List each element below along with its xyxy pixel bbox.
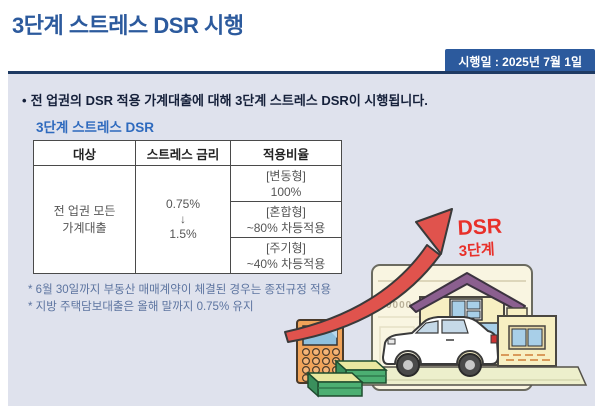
col-header-rate: 스트레스 금리: [135, 140, 231, 166]
ratio-cell-honhap: [혼합형] ~80% 차등적용: [230, 201, 342, 238]
target-line2: 가계대출: [62, 220, 107, 235]
ratio-type: [변동형]: [266, 168, 306, 183]
table-header-row: 대상 스트레스 금리 적용비율: [33, 140, 342, 166]
ratio-value: ~80% 차등적용: [246, 220, 326, 235]
dsr-illustration: 0000-000-0: [284, 208, 588, 398]
table-row: [혼합형] ~80% 차등적용: [34, 201, 342, 238]
trend-arrow-icon: [284, 208, 453, 343]
down-arrow-icon: ↓: [180, 212, 186, 226]
page-title: 3단계 스트레스 DSR 시행: [12, 13, 244, 38]
summary-sentence: 전 업권의 DSR 적용 가계대출에 대해 3단계 스트레스 DSR이 시행됩니…: [30, 93, 428, 108]
col-header-ratio: 적용비율: [230, 140, 342, 166]
rate-to: 1.5%: [169, 227, 197, 241]
effective-date-badge: 시행일 : 2025년 7월 1일: [445, 49, 595, 74]
rate-from: 0.75%: [165, 197, 201, 211]
footnote-2: * 지방 주택담보대출은 올해 말까지 0.75% 유지: [28, 301, 254, 313]
ratio-cell-byeondong: [변동형] 100%: [230, 165, 342, 202]
dsr-table: 대상 스트레스 금리 적용비율 전 업권 모든 가계대출 0.75% ↓ 1.5…: [33, 140, 342, 274]
bullet-icon: •: [22, 93, 27, 108]
target-cell: 전 업권 모든 가계대출: [33, 165, 136, 274]
dsr-stage-label: DSR 3단계: [457, 215, 502, 260]
car-icon: [382, 316, 499, 377]
col-header-target: 대상: [33, 140, 136, 166]
table-title: 3단계 스트레스 DSR: [36, 120, 155, 135]
footnote-1: * 6월 30일까지 부동산 매매계약이 체결된 경우는 종전규정 적용: [28, 284, 332, 296]
dsr-label-line1: DSR: [457, 215, 502, 240]
table-row: [주기형] ~40% 차등적용: [34, 237, 342, 274]
money-icon: [306, 359, 388, 398]
ratio-type: [주기형]: [266, 240, 306, 255]
table-row: 전 업권 모든 가계대출 0.75% ↓ 1.5% [변동형] 100%: [33, 165, 342, 274]
ratio-value: ~40% 차등적용: [246, 256, 326, 271]
ratio-type: [혼합형]: [266, 204, 306, 219]
ratio-cell-jugi: [주기형] ~40% 차등적용: [230, 237, 342, 274]
target-line1: 전 업권 모든: [53, 203, 116, 218]
dsr-label-line2: 3단계: [458, 241, 495, 260]
ratio-value: 100%: [270, 184, 302, 199]
summary-text: • 전 업권의 DSR 적용 가계대출에 대해 3단계 스트레스 DSR이 시행됩…: [22, 90, 428, 109]
footnotes: * 6월 30일까지 부동산 매매계약이 체결된 경우는 종전규정 적용 * 지…: [28, 282, 331, 316]
rate-cell: 0.75% ↓ 1.5%: [135, 165, 231, 274]
